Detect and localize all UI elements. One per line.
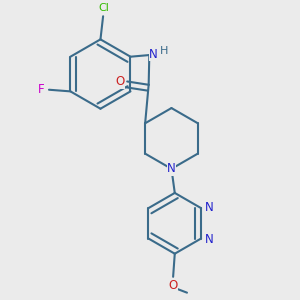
Text: N: N (205, 201, 214, 214)
Text: F: F (38, 83, 44, 96)
Text: Cl: Cl (98, 3, 109, 13)
Text: H: H (160, 46, 169, 56)
Text: N: N (149, 48, 158, 61)
Text: N: N (205, 233, 214, 246)
Text: O: O (115, 75, 124, 88)
Text: N: N (167, 162, 176, 175)
Text: O: O (169, 279, 178, 292)
